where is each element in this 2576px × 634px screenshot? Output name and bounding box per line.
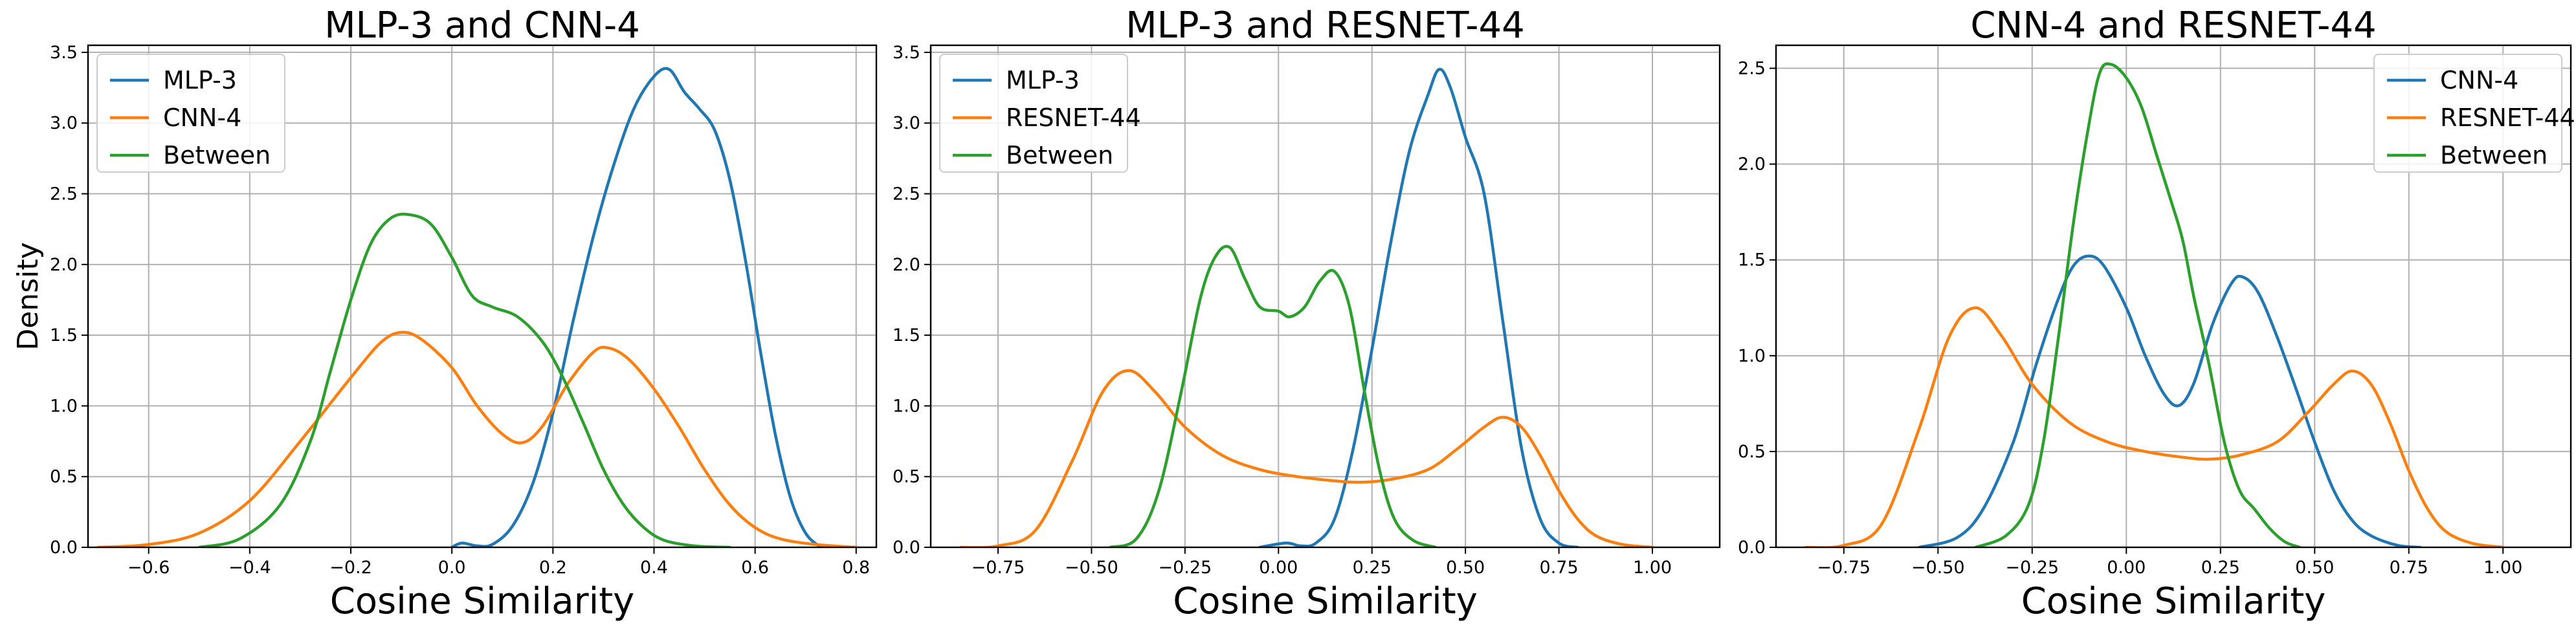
- x-tick-label: 0.6: [741, 558, 769, 578]
- legend-label: MLP-3: [163, 66, 237, 94]
- x-tick-label: 0.4: [640, 558, 668, 578]
- y-tick-label: 3.5: [893, 43, 920, 63]
- legend-label: Between: [2440, 141, 2548, 169]
- x-tick-label: 0.00: [2107, 558, 2146, 578]
- y-tick-label: 0.0: [50, 538, 78, 558]
- y-tick-label: 1.5: [893, 325, 920, 345]
- y-tick-label: 3.0: [893, 113, 920, 133]
- series-line-resnet-44: [1804, 306, 2505, 547]
- chart-title: MLP-3 and RESNET-44: [1126, 5, 1525, 47]
- x-tick-label: 0.25: [2201, 558, 2240, 578]
- series-line-mlp-3: [450, 67, 823, 547]
- y-tick-label: 0.0: [1738, 538, 1766, 558]
- series-line-cnn-4: [1917, 254, 2422, 547]
- x-tick-label: 0.50: [1446, 558, 1485, 578]
- x-tick-label: −0.75: [972, 558, 1025, 578]
- series-line-mlp-3: [1258, 67, 1579, 547]
- series-group: [96, 67, 858, 547]
- legend-box: [96, 54, 285, 173]
- x-tick-label: 0.2: [539, 558, 567, 578]
- legend-label: CNN-4: [163, 104, 241, 132]
- y-tick-label: 3.0: [50, 113, 78, 133]
- y-tick-label: 2.5: [1738, 59, 1766, 79]
- y-tick-label: 0.0: [893, 538, 920, 558]
- y-tick-label: 2.0: [893, 255, 920, 275]
- y-tick-label: 1.5: [1738, 250, 1766, 270]
- chart-panel-2: −0.75 −0.50 −0.25 0.00 0.25 0.50 0.75 1.00 0.0 0.…: [893, 5, 1721, 622]
- legend-label: Between: [1006, 141, 1113, 169]
- series-line-between: [1974, 62, 2302, 547]
- y-tick-label: 0.5: [1738, 442, 1766, 462]
- y-tick-label: 1.0: [893, 396, 920, 416]
- series-line-between: [197, 212, 731, 547]
- y-tick-label: 0.5: [893, 467, 920, 487]
- x-tick-label: −0.50: [1065, 558, 1118, 578]
- x-tick-label: 0.8: [842, 558, 870, 578]
- x-tick-label: 1.00: [2483, 558, 2522, 578]
- y-tick-label: 1.5: [50, 325, 78, 345]
- y-axis-label: Density: [12, 242, 45, 350]
- legend: MLP-3 CNN-4 Between: [96, 54, 285, 173]
- x-axis-label: Cosine Similarity: [1173, 580, 1478, 622]
- y-tick-label: 2.5: [50, 184, 78, 204]
- y-tick-label: 1.0: [1738, 346, 1766, 366]
- x-tick-label: 0.75: [1540, 558, 1579, 578]
- series-line-between: [1109, 245, 1438, 547]
- legend-label: RESNET-44: [1006, 104, 1141, 132]
- legend-box: [2373, 54, 2562, 173]
- chart-panel-3: −0.75 −0.50 −0.25 0.00 0.25 0.50 0.75 1.00 0.0 0.…: [1738, 5, 2575, 622]
- legend-label: RESNET-44: [2440, 104, 2575, 132]
- plot-frame: [1775, 44, 2572, 549]
- x-tick-label: 0.0: [438, 558, 466, 578]
- chart-title: CNN-4 and RESNET-44: [1970, 5, 2376, 47]
- x-tick-label: −0.2: [329, 558, 372, 578]
- legend-label: Between: [163, 141, 271, 169]
- x-tick-label: 1.00: [1633, 558, 1672, 578]
- legend-label: CNN-4: [2440, 66, 2518, 94]
- legend-label: MLP-3: [1006, 66, 1080, 94]
- x-tick-label: −0.4: [228, 558, 271, 578]
- chart-panel-1: −0.6 −0.4 −0.2 0.0 0.2 0.4 0.6 0.8 0.0 0.5 1.0 1.5 2…: [12, 5, 878, 622]
- x-tick-label: −0.75: [1817, 558, 1871, 578]
- x-tick-label: −0.25: [1158, 558, 1212, 578]
- x-tick-label: 0.50: [2295, 558, 2334, 578]
- x-tick-label: 0.75: [2390, 558, 2428, 578]
- y-tick-label: 2.5: [893, 184, 920, 204]
- series-line-resnet-44: [959, 369, 1654, 547]
- x-tick-label: 0.00: [1259, 558, 1298, 578]
- plot-frame: [87, 44, 878, 549]
- plot-frame: [929, 44, 1721, 549]
- x-axis-label: Cosine Similarity: [2021, 580, 2326, 622]
- chart-title: MLP-3 and CNN-4: [324, 5, 640, 47]
- x-tick-label: −0.6: [128, 558, 170, 578]
- series-line-cnn-4: [96, 331, 858, 547]
- y-tick-label: 2.0: [1738, 155, 1766, 175]
- y-tick-label: 1.0: [50, 396, 78, 416]
- y-tick-label: 3.5: [50, 43, 78, 63]
- series-group: [959, 67, 1654, 547]
- legend: MLP-3 RESNET-44 Between: [939, 54, 1141, 173]
- series-group: [1804, 62, 2505, 547]
- x-tick-label: 0.25: [1353, 558, 1392, 578]
- y-tick-label: 0.5: [50, 467, 78, 487]
- legend-box: [939, 54, 1128, 173]
- legend: CNN-4 RESNET-44 Between: [2373, 54, 2575, 173]
- x-tick-label: −0.50: [1911, 558, 1965, 578]
- y-tick-label: 2.0: [50, 255, 78, 275]
- x-tick-label: −0.25: [2005, 558, 2059, 578]
- x-axis-label: Cosine Similarity: [330, 580, 635, 622]
